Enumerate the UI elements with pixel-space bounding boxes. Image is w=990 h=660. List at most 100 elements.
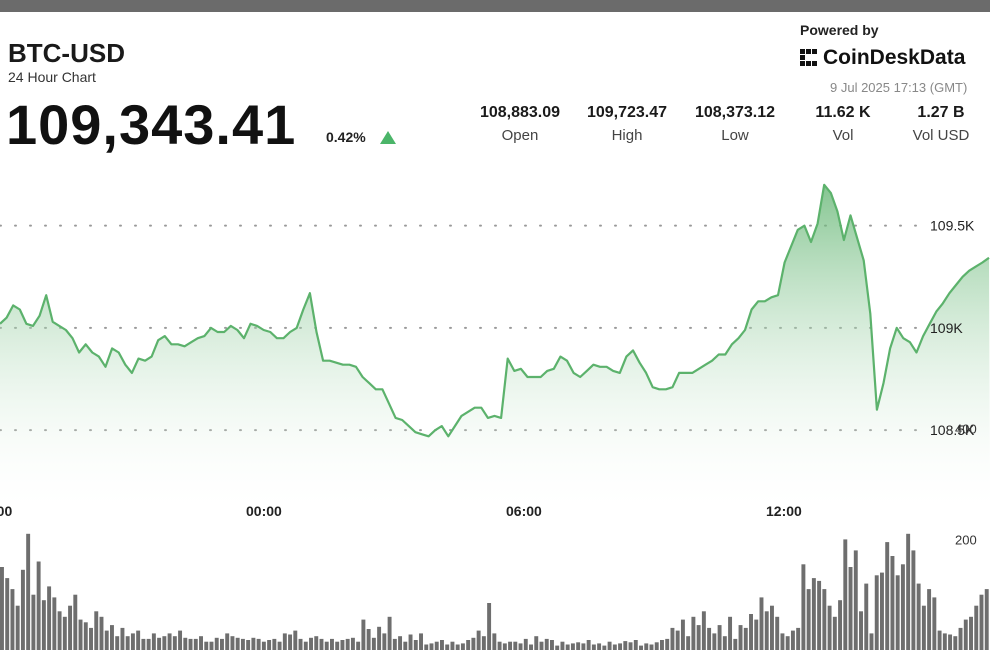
x-tick-label: 12:00	[766, 503, 802, 519]
volume-bar	[948, 634, 953, 650]
volume-bar	[906, 533, 911, 650]
volume-bar	[162, 636, 167, 650]
price-area	[0, 183, 990, 511]
volume-bar	[576, 642, 581, 650]
stat-vol: 11.62 K Vol	[788, 104, 898, 144]
volume-bar	[660, 640, 664, 650]
volume-bar	[806, 589, 811, 650]
volume-bar	[832, 616, 837, 650]
volume-bar	[157, 637, 162, 650]
volume-bar	[293, 630, 298, 650]
volume-bar	[733, 638, 738, 650]
volume-bar	[780, 633, 785, 650]
volume-bar	[178, 630, 183, 650]
volume-bar	[303, 641, 308, 650]
volume-bar	[612, 644, 617, 650]
volume-bar	[853, 550, 858, 650]
volume-bar	[57, 611, 62, 650]
volume-bar	[261, 641, 266, 650]
volume-bar	[958, 627, 963, 650]
volume-bar	[330, 638, 334, 650]
volume-bar	[455, 644, 460, 650]
volume-bar	[481, 636, 486, 650]
volume-bar	[937, 630, 942, 650]
volume-bar	[487, 603, 492, 650]
volume-bar	[691, 616, 696, 650]
volume-bar	[445, 644, 450, 650]
volume-bar	[94, 611, 99, 650]
volume-bar	[10, 589, 15, 650]
price-area-fill	[0, 184, 990, 511]
volume-bar	[167, 633, 172, 650]
volume-bar	[932, 597, 937, 650]
volume-bar	[209, 641, 214, 650]
volume-bar	[314, 636, 319, 650]
y-tick-label: 109.5K	[930, 218, 975, 234]
volume-bar	[256, 638, 261, 650]
volume-bar	[204, 641, 209, 650]
volume-bar	[471, 637, 476, 650]
volume-bar	[440, 640, 444, 650]
volume-bar	[979, 594, 984, 650]
x-tick-label: 06:00	[506, 503, 542, 519]
volume-bar	[288, 634, 293, 650]
volume-bar	[340, 640, 345, 650]
volume-bar	[539, 641, 544, 650]
volume-bar	[267, 640, 272, 650]
volume-bar	[895, 575, 900, 650]
volume-bar	[31, 594, 36, 650]
volume-bar	[801, 564, 806, 650]
volume-bar	[581, 643, 586, 650]
volume-bar	[885, 542, 890, 650]
volume-bar	[722, 636, 727, 650]
current-price: 109,343.41	[6, 93, 297, 156]
volume-bar	[309, 637, 313, 650]
volume-bar	[47, 586, 52, 650]
coindesk-logo-icon	[800, 49, 818, 67]
volume-bar	[817, 580, 822, 650]
volume-bar	[345, 638, 350, 650]
volume-bar	[146, 638, 151, 650]
stat-label: Vol	[832, 127, 854, 144]
volume-bar	[963, 619, 968, 650]
volume-bar	[15, 605, 20, 650]
brand-logo[interactable]: CoinDeskData	[800, 46, 965, 70]
stat-label: Open	[501, 127, 539, 144]
volume-bar	[62, 616, 67, 650]
volume-bar	[466, 640, 471, 650]
volume-bar	[759, 597, 764, 650]
stat-value: 11.62 K	[815, 104, 871, 121]
volume-bar	[319, 638, 324, 650]
volume-bar	[775, 616, 780, 650]
volume-bar	[130, 633, 135, 650]
volume-bar	[73, 594, 78, 650]
volume-bar	[230, 636, 235, 650]
volume-bar	[570, 643, 575, 650]
volume-bar	[214, 637, 219, 650]
volume-bar	[770, 605, 774, 650]
volume-bar	[120, 627, 125, 650]
volume-bar	[602, 645, 607, 650]
volume-bar	[686, 636, 691, 650]
volume-tick-label: 200	[955, 532, 977, 547]
timestamp: 9 Jul 2025 17:13 (GMT)	[830, 80, 968, 95]
volume-bar	[199, 636, 203, 650]
volume-bar	[654, 642, 659, 650]
volume-bar	[523, 638, 528, 650]
volume-bar	[350, 637, 355, 650]
volume-bar	[712, 633, 717, 650]
volume-bar	[413, 640, 418, 650]
volume-bar	[607, 641, 612, 650]
volume-bar	[151, 633, 156, 650]
axis-labels: 108.5K 109K 109.5K 200 400:00 00:00 06:00 12:00	[0, 218, 977, 548]
volume-bar	[235, 637, 240, 650]
volume-bar	[78, 619, 83, 650]
volume-bar	[754, 619, 759, 650]
volume-bar	[565, 644, 570, 650]
volume-bar	[419, 633, 423, 650]
volume-bar	[424, 644, 429, 650]
volume-bar	[513, 641, 518, 650]
volume-bar	[560, 641, 565, 650]
volume-bar	[953, 636, 958, 650]
volume-bar	[701, 611, 706, 650]
